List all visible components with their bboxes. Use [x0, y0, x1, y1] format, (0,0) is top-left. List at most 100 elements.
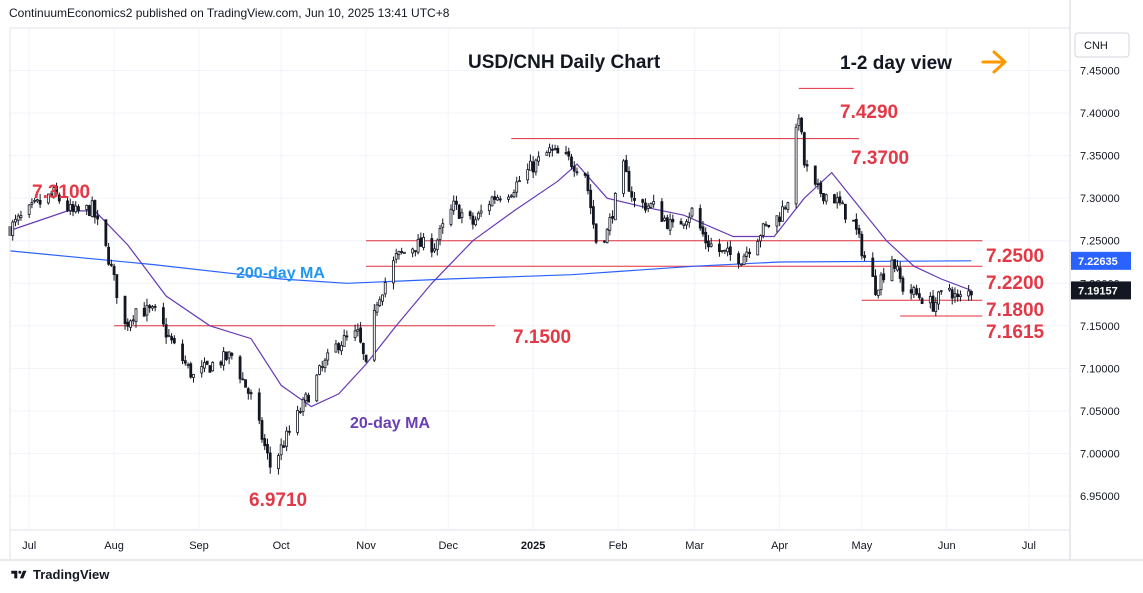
candle-body — [35, 199, 39, 202]
candle-body — [794, 126, 798, 205]
candle-body — [920, 298, 924, 305]
candle-body — [203, 362, 206, 369]
x-tick-label: 2025 — [521, 540, 545, 552]
candle-body — [611, 216, 614, 219]
candle-body — [682, 223, 686, 226]
candle-body — [378, 299, 382, 306]
candle-body — [227, 351, 231, 359]
price-badge — [1071, 281, 1131, 300]
candle-body — [871, 257, 875, 277]
y-tick-label: 7.25000 — [1080, 236, 1120, 248]
moving-averages — [9, 163, 972, 408]
candle-body — [627, 170, 631, 192]
candle-body — [854, 219, 858, 230]
arrow-right-icon — [981, 50, 1007, 74]
candle-body — [833, 194, 836, 204]
candle-body — [192, 374, 195, 378]
candle-body — [151, 306, 154, 309]
candle-body — [205, 360, 209, 365]
candle-body — [602, 240, 606, 243]
level-label: 7.2200 — [986, 273, 1044, 294]
candle-body — [260, 420, 264, 440]
tradingview-brand[interactable]: TradingView — [9, 567, 109, 582]
candle-body — [148, 305, 152, 309]
candle-body — [909, 289, 913, 294]
y-tick-label: 6.95000 — [1080, 491, 1120, 503]
candle-body — [835, 197, 839, 204]
candle-body — [326, 352, 330, 361]
candle-body — [419, 237, 423, 247]
level-label: 7.3100 — [32, 182, 90, 203]
candle-body — [392, 260, 395, 284]
level-labels: 7.4290 7.3700 7.3100 7.2500 7.2200 7.18007.16… — [32, 102, 1045, 511]
candle-body — [33, 199, 37, 202]
y-tick-label: 7.45000 — [1080, 66, 1120, 78]
candle-body — [476, 212, 480, 220]
candle-body — [813, 165, 817, 185]
x-tick-label: Jul — [22, 540, 36, 552]
candle-body — [816, 183, 820, 186]
candle-body — [783, 207, 787, 210]
candle-body — [320, 366, 324, 368]
candle-body — [383, 282, 387, 295]
candle-body — [93, 200, 97, 218]
ma20-label: 20-day MA — [350, 415, 430, 432]
y-tick-label: 7.40000 — [1080, 108, 1120, 120]
candle-body — [85, 204, 89, 210]
y-tick-label: 7.15000 — [1080, 321, 1120, 333]
candle-body — [189, 363, 193, 378]
candle-body — [526, 169, 530, 181]
candle-body — [307, 395, 310, 403]
candle-body — [323, 359, 327, 369]
candle-body — [52, 187, 56, 197]
candle-body — [460, 212, 464, 218]
candle-body — [707, 240, 710, 248]
candle-body — [455, 200, 458, 205]
chart-grid — [9, 27, 1071, 531]
candle-body — [537, 156, 541, 162]
x-tick-label: Nov — [356, 540, 376, 552]
candle-body — [613, 192, 617, 221]
candle-body — [38, 199, 42, 205]
candle-body — [318, 365, 321, 375]
candle-body — [479, 210, 483, 214]
candle-body — [583, 172, 587, 176]
candle-body — [953, 293, 957, 298]
candle-body — [200, 366, 204, 374]
brand-name: TradingView — [33, 567, 110, 582]
candle-body — [285, 430, 289, 447]
candle-body — [553, 148, 557, 150]
x-tick-label: Jun — [938, 540, 956, 552]
candle-body — [764, 223, 768, 226]
x-tick-label: Apr — [771, 540, 788, 552]
candle-body — [88, 205, 91, 216]
chart-subtitle: 1-2 day view — [840, 53, 952, 74]
candle-body — [397, 250, 401, 256]
candle-body — [30, 202, 34, 205]
candle-body — [337, 343, 341, 351]
candle-body — [737, 253, 740, 265]
candle-body — [572, 166, 576, 172]
candle-body — [876, 289, 880, 296]
candle-body — [671, 218, 675, 223]
candle-body — [449, 208, 453, 225]
y-tick-label: 7.10000 — [1080, 363, 1120, 375]
candle-body — [912, 287, 916, 295]
time-axis: Jul Aug Sep Oct Nov Dec 2025 Feb Mar Apr May Jun Jul — [22, 540, 1036, 552]
candle-body — [860, 233, 864, 257]
candle-body — [304, 393, 308, 402]
candle-body — [934, 302, 938, 312]
candle-body — [690, 207, 694, 217]
candle-body — [394, 253, 398, 260]
candle-body — [652, 201, 656, 205]
candle-body — [27, 204, 31, 215]
candle-body — [857, 228, 861, 235]
candle-body — [917, 293, 921, 299]
candle-body — [756, 241, 760, 256]
candle-body — [315, 374, 319, 402]
candle-body — [224, 351, 228, 360]
candle-body — [219, 361, 223, 366]
candle-body — [172, 338, 176, 344]
candle-body — [687, 216, 691, 223]
